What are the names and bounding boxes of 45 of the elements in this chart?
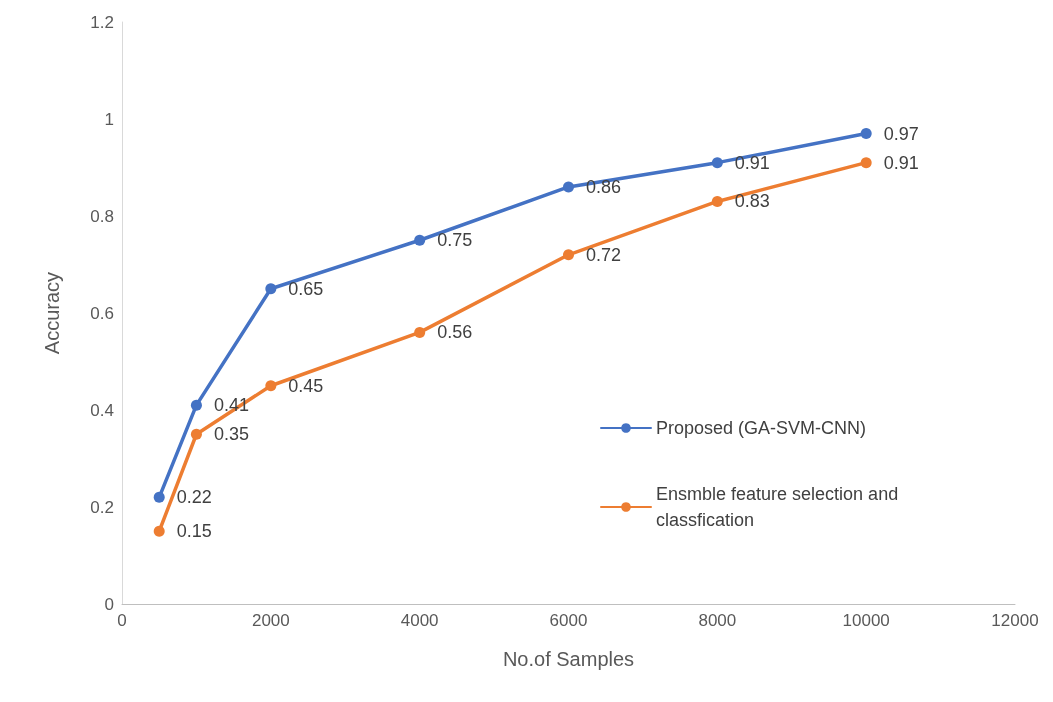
point — [711, 195, 723, 207]
x-tick-label: 2000 — [251, 611, 290, 630]
legend-label: Ensmble feature selection and classfication — [656, 484, 904, 530]
x-tick-label: 12000 — [991, 611, 1039, 630]
x-tick-label: 10000 — [842, 611, 890, 630]
point — [190, 428, 202, 440]
x-tick-label: 6000 — [549, 611, 588, 630]
data-label: 0.91 — [734, 152, 770, 173]
point — [265, 380, 277, 392]
data-label: 0.56 — [437, 322, 473, 343]
y-tick-label: 0.4 — [90, 400, 114, 420]
y-tick-label: 0.8 — [90, 206, 114, 226]
point — [860, 157, 872, 169]
x-tick-label: 4000 — [400, 611, 439, 630]
point — [414, 234, 426, 246]
x-tick-label: 8000 — [698, 611, 737, 630]
x-axis-title: No.of Samples — [502, 648, 635, 670]
point — [563, 249, 574, 261]
data-label: 0.72 — [586, 244, 622, 265]
y-tick-label: 1.2 — [90, 12, 114, 32]
data-label: 0.35 — [213, 424, 249, 445]
y-tick-label: 0 — [104, 594, 114, 614]
point — [711, 157, 723, 169]
data-label: 0.15 — [176, 521, 212, 542]
point — [153, 525, 165, 537]
data-label: 0.91 — [883, 152, 919, 173]
point — [190, 399, 202, 411]
x-tick-label: 0 — [117, 611, 127, 630]
data-label: 0.83 — [734, 191, 770, 212]
data-label: 0.65 — [288, 278, 324, 299]
y-tick-label: 0.2 — [90, 497, 114, 517]
point — [563, 181, 574, 193]
point — [414, 326, 426, 338]
point — [860, 128, 872, 140]
point — [265, 283, 277, 295]
legend-label: Proposed (GA-SVM-CNN) — [656, 418, 867, 438]
data-label: 0.75 — [437, 230, 473, 251]
data-label: 0.22 — [176, 487, 212, 508]
y-tick-label: 0.6 — [90, 303, 114, 323]
point — [153, 491, 165, 503]
data-label: 0.97 — [883, 123, 919, 144]
data-label: 0.45 — [288, 375, 324, 396]
data-label: 0.86 — [586, 176, 622, 197]
y-axis-title: Accuracy — [41, 271, 63, 355]
y-tick-label: 1 — [104, 109, 114, 129]
